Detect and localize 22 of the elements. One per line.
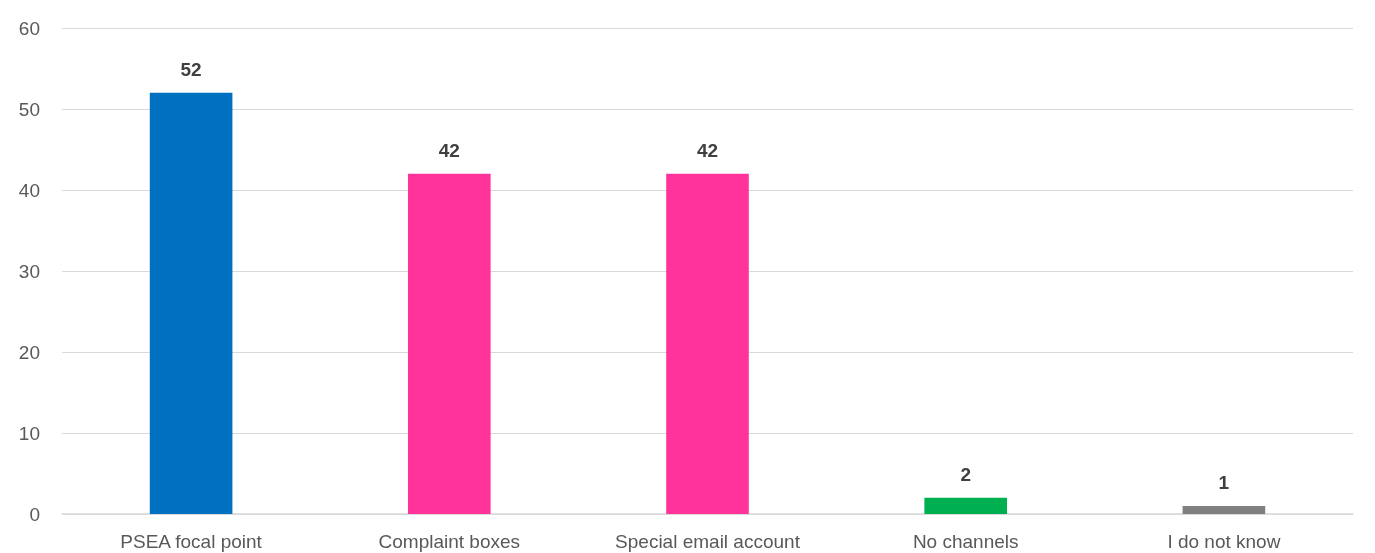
x-tick-label: PSEA focal point [120,531,263,552]
y-tick-label: 60 [18,17,40,39]
bar [1182,505,1266,514]
y-tick-label: 0 [29,503,40,525]
data-label: 42 [438,139,460,161]
bar [407,173,491,514]
x-tick-label: Special email account [615,531,801,552]
x-tick-label: Complaint boxes [378,531,521,552]
data-label: 42 [696,139,719,161]
data-label: 1 [1218,471,1230,493]
data-label: 52 [180,58,202,80]
data-label: 2 [960,463,971,485]
bar [666,173,749,514]
y-tick-label: 50 [18,98,40,120]
y-tick-label: 40 [18,179,40,201]
y-tick-label: 10 [18,422,40,444]
y-tick-label: 30 [18,260,40,282]
x-tick-label: I do not know [1167,531,1281,552]
x-tick-label: No channels [912,531,1019,552]
bar [924,497,1008,514]
bar [149,92,233,514]
y-tick-label: 20 [18,341,40,363]
